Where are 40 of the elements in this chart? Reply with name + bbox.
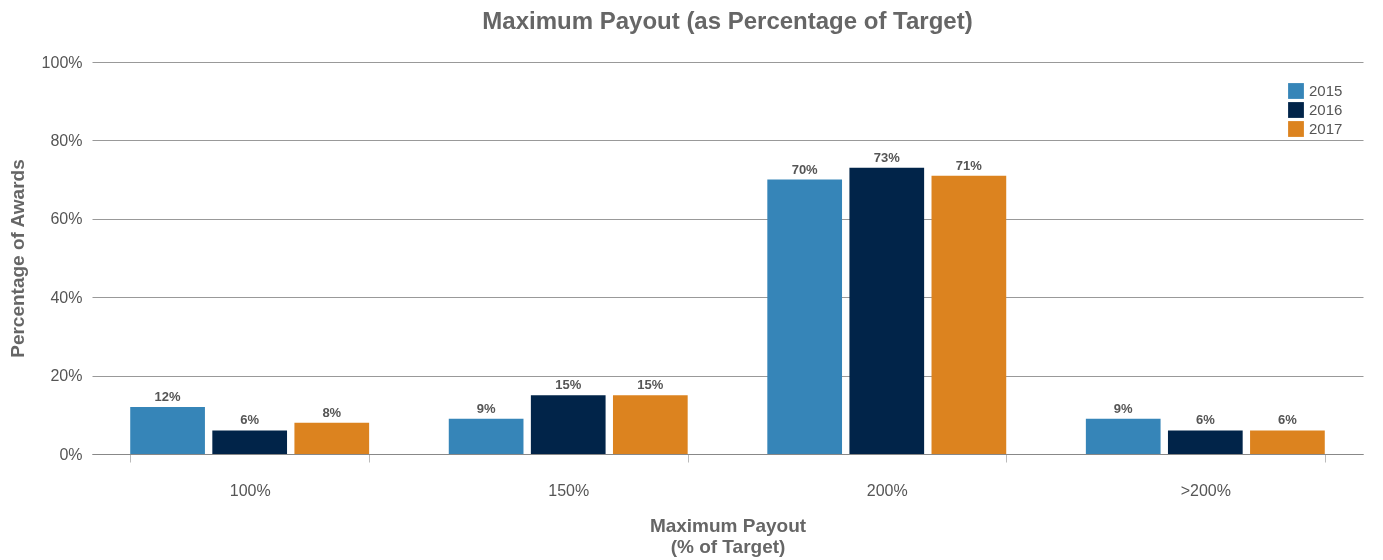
bar — [1250, 430, 1325, 454]
data-label: 9% — [1113, 400, 1134, 416]
x-tick-label: 150% — [548, 481, 590, 499]
y-tick-label: 0% — [59, 445, 83, 463]
x-axis-title: Maximum Payout (% of Target) — [649, 514, 807, 557]
data-label: 12% — [154, 388, 182, 404]
bar — [1085, 418, 1161, 454]
bar — [130, 406, 205, 454]
y-tick-label: 100% — [41, 53, 83, 71]
data-label: 71% — [955, 157, 983, 173]
x-tick-label: 100% — [229, 481, 271, 499]
y-axis-title: Percentage of Awards — [6, 159, 28, 358]
bar — [530, 395, 606, 454]
legend-label: 2016 — [1309, 101, 1343, 118]
bar — [212, 430, 288, 454]
data-label: 15% — [555, 377, 582, 393]
legend-label: 2017 — [1309, 120, 1343, 137]
y-tick-label: 60% — [50, 210, 83, 228]
data-label: 6% — [1278, 412, 1298, 428]
bar — [1167, 430, 1243, 454]
y-tick-label: 80% — [50, 131, 83, 149]
bar — [849, 167, 925, 454]
bar — [612, 395, 688, 454]
data-label: 15% — [637, 377, 664, 393]
legend-label: 2015 — [1309, 82, 1343, 99]
bar — [294, 422, 370, 454]
data-label: 73% — [873, 149, 901, 165]
y-tick-label: 20% — [50, 367, 83, 385]
bar — [448, 418, 524, 454]
bar — [931, 175, 1007, 454]
x-tick-label: >200% — [1180, 481, 1231, 499]
data-label: 70% — [791, 161, 819, 177]
chart-title: Maximum Payout (as Percentage of Target) — [482, 7, 973, 34]
data-label: 9% — [476, 400, 496, 416]
y-tick-label: 40% — [50, 288, 83, 306]
data-label: 6% — [240, 412, 260, 428]
data-label: 8% — [322, 404, 342, 420]
x-tick-label: 200% — [866, 481, 908, 499]
data-label: 6% — [1195, 412, 1216, 428]
bar — [767, 179, 843, 454]
